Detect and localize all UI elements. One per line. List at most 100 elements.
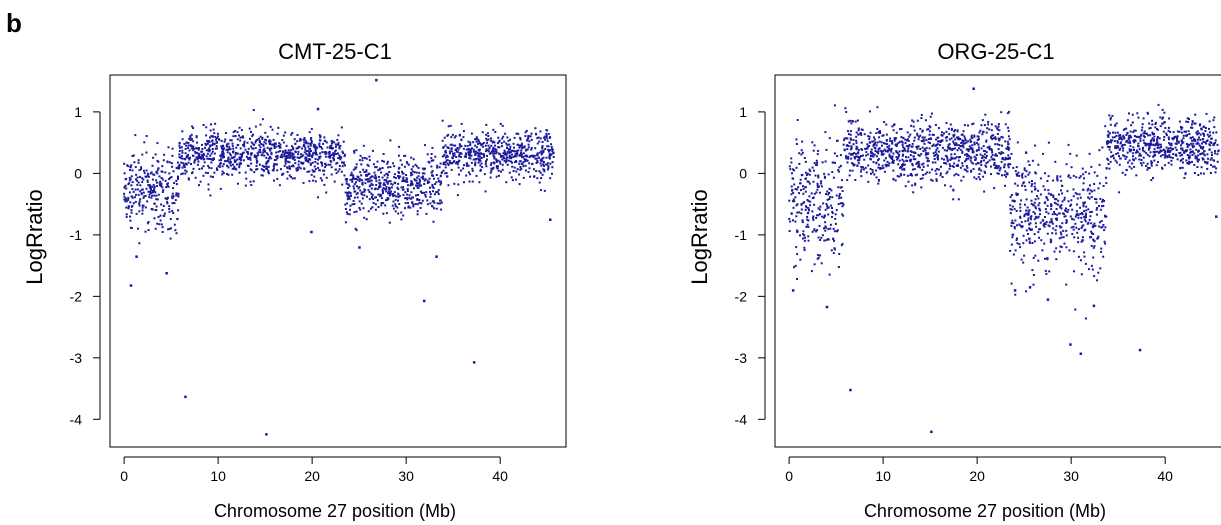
data-point bbox=[517, 132, 520, 135]
data-point bbox=[149, 192, 152, 195]
data-point bbox=[898, 159, 901, 162]
data-point bbox=[161, 231, 164, 233]
data-point bbox=[236, 158, 239, 161]
data-point bbox=[1007, 166, 1010, 169]
data-point bbox=[545, 129, 548, 132]
x-tick-label: 40 bbox=[1157, 468, 1173, 484]
data-point bbox=[500, 170, 502, 173]
data-point bbox=[196, 163, 199, 166]
data-point bbox=[1149, 134, 1152, 137]
data-point bbox=[512, 155, 515, 158]
data-point bbox=[806, 212, 809, 215]
data-point bbox=[283, 155, 286, 158]
data-point bbox=[1205, 112, 1208, 115]
data-point bbox=[1189, 151, 1192, 154]
data-point bbox=[181, 138, 184, 141]
data-point bbox=[311, 156, 314, 159]
data-point bbox=[180, 146, 183, 149]
data-point bbox=[1185, 142, 1188, 145]
data-point bbox=[857, 151, 860, 154]
data-point bbox=[1031, 183, 1034, 186]
data-point bbox=[270, 157, 273, 160]
data-point bbox=[1202, 172, 1205, 175]
data-point bbox=[897, 157, 899, 160]
data-point bbox=[931, 179, 934, 182]
data-point bbox=[172, 170, 175, 173]
data-point bbox=[350, 171, 353, 174]
data-point bbox=[921, 146, 924, 149]
y-tick-label: -4 bbox=[735, 411, 748, 427]
data-point bbox=[474, 153, 476, 156]
data-point bbox=[950, 137, 953, 140]
data-point bbox=[1007, 148, 1009, 150]
data-point bbox=[924, 149, 927, 152]
data-point bbox=[805, 225, 808, 228]
data-point bbox=[472, 158, 475, 161]
data-point bbox=[817, 256, 820, 259]
data-point bbox=[459, 144, 462, 147]
data-point bbox=[496, 167, 499, 170]
data-point bbox=[1028, 223, 1031, 226]
data-point bbox=[284, 152, 286, 155]
data-point bbox=[206, 157, 209, 160]
data-point bbox=[1131, 162, 1134, 165]
data-point bbox=[175, 194, 178, 197]
data-point bbox=[347, 196, 350, 199]
data-point bbox=[159, 214, 162, 217]
data-point bbox=[1017, 171, 1020, 174]
data-point bbox=[316, 196, 319, 199]
data-point bbox=[815, 217, 818, 219]
data-point bbox=[1079, 175, 1082, 178]
data-point bbox=[532, 168, 535, 171]
data-point bbox=[975, 163, 978, 166]
data-point bbox=[192, 145, 195, 148]
data-point bbox=[800, 153, 803, 156]
data-point bbox=[795, 215, 798, 218]
data-point bbox=[1203, 161, 1206, 163]
data-point bbox=[515, 150, 518, 153]
data-point bbox=[816, 186, 819, 188]
data-point bbox=[1192, 146, 1194, 149]
data-point bbox=[372, 202, 375, 204]
data-point bbox=[1033, 233, 1036, 236]
data-point bbox=[475, 146, 478, 149]
data-point bbox=[551, 150, 554, 153]
data-point bbox=[288, 156, 291, 159]
data-point bbox=[990, 165, 992, 168]
data-point bbox=[1013, 208, 1016, 211]
data-point bbox=[838, 253, 841, 255]
data-point bbox=[545, 156, 548, 159]
data-point bbox=[1106, 145, 1109, 148]
data-point bbox=[297, 168, 300, 171]
data-point bbox=[490, 163, 492, 166]
data-point bbox=[939, 174, 942, 177]
data-point bbox=[462, 167, 465, 170]
data-point bbox=[344, 208, 347, 210]
data-point bbox=[430, 165, 433, 168]
data-point bbox=[479, 143, 482, 146]
data-point bbox=[796, 230, 799, 233]
data-point bbox=[1172, 131, 1175, 134]
data-point bbox=[163, 215, 166, 217]
data-point bbox=[900, 127, 903, 130]
data-point bbox=[161, 209, 164, 212]
data-point bbox=[291, 145, 293, 148]
data-point bbox=[494, 152, 496, 155]
data-point bbox=[508, 159, 510, 162]
data-point bbox=[371, 193, 374, 196]
data-point bbox=[945, 172, 948, 175]
data-point bbox=[1055, 225, 1058, 228]
data-point bbox=[875, 155, 878, 158]
data-point bbox=[259, 141, 261, 144]
data-point bbox=[522, 152, 525, 155]
data-point bbox=[381, 159, 384, 162]
data-point bbox=[831, 171, 834, 173]
data-point bbox=[281, 173, 284, 176]
data-point bbox=[1091, 232, 1093, 235]
data-point bbox=[880, 153, 883, 156]
data-point bbox=[220, 145, 223, 148]
data-point bbox=[887, 147, 890, 150]
data-point bbox=[921, 177, 924, 180]
data-point bbox=[328, 150, 331, 153]
data-point bbox=[950, 129, 953, 131]
